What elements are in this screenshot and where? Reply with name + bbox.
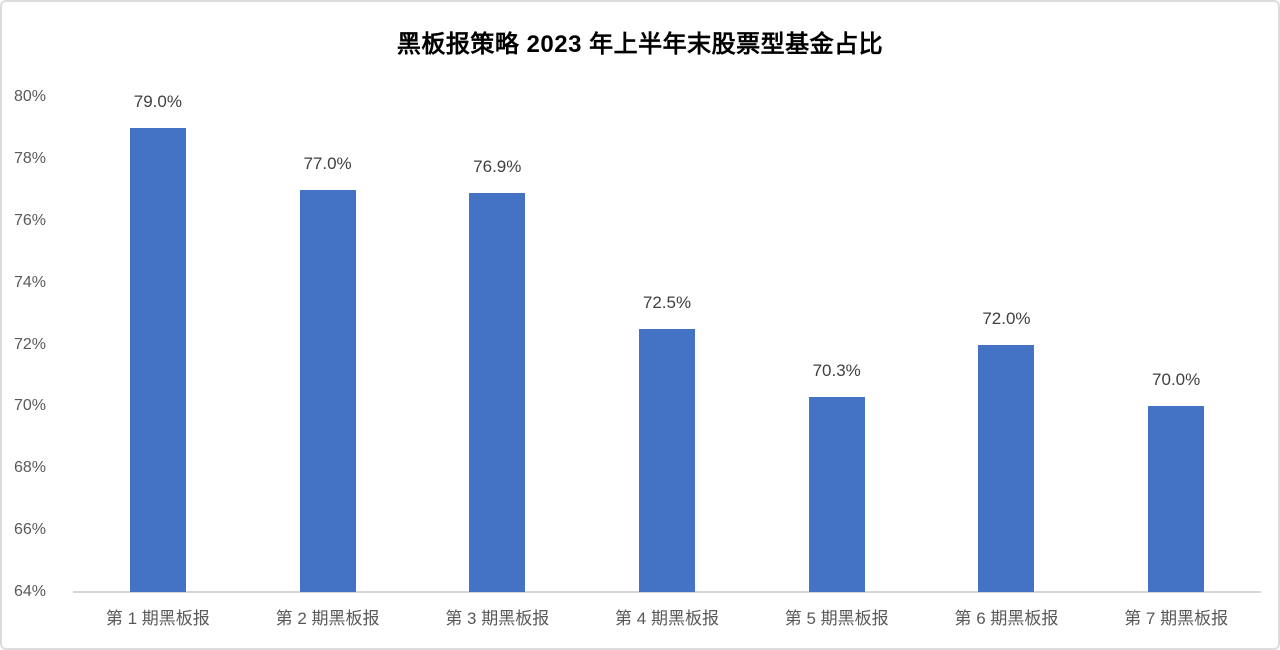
bar-value-label: 76.9% [473,156,522,176]
x-category-label: 第 5 期黑板报 [784,609,889,628]
bar [129,127,186,592]
bar-value-label: 72.5% [642,293,692,313]
x-category-label: 第 1 期黑板报 [105,609,210,628]
y-tick-label: 78% [14,149,47,167]
y-tick-label: 72% [14,335,47,353]
y-tick-label: 70% [14,397,47,415]
bar-value-label: 70.0% [1152,370,1201,390]
bar-value-label: 72.0% [982,308,1031,328]
x-category-label: 第 6 期黑板报 [954,609,1059,628]
x-category-label: 第 7 期黑板报 [1124,609,1229,628]
y-tick-label: 80% [14,88,47,105]
y-tick-label: 68% [14,459,47,477]
y-tick-label: 66% [14,521,47,539]
y-tick-label: 74% [14,273,47,291]
bar [469,192,526,592]
x-category-label: 第 2 期黑板报 [275,609,380,628]
x-category-label: 第 3 期黑板报 [445,609,550,628]
bar-value-label: 79.0% [133,91,182,111]
bar-value-label: 77.0% [303,153,352,173]
y-tick-label: 76% [14,211,47,229]
y-tick-label: 64% [14,583,47,600]
x-axis-baseline [73,591,1261,593]
bar [299,189,356,592]
bar [978,344,1035,592]
x-category-label: 第 4 期黑板报 [615,609,719,628]
bar [808,397,865,592]
bar [1148,406,1205,592]
bar [639,329,695,592]
bar-value-label: 70.3% [812,361,861,381]
chart-title: 黑板报策略 2023 年上半年末股票型基金占比 [396,31,884,58]
